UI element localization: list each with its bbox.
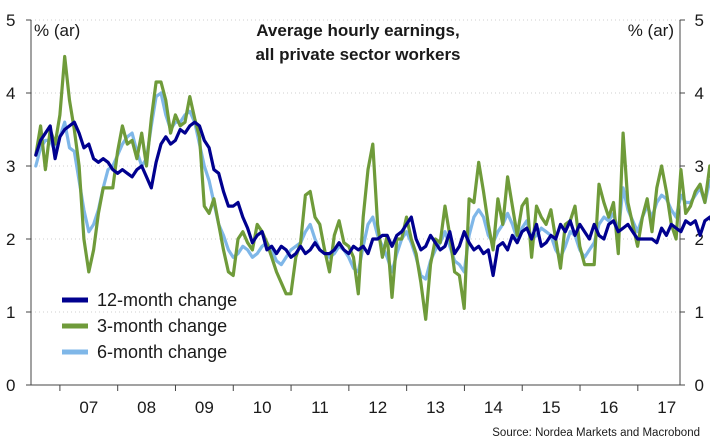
x-tick-label-08: 08	[137, 398, 156, 417]
series-line-12-month-change	[34, 120, 710, 278]
y-tick-label-left-1: 1	[6, 303, 15, 322]
y-tick-label-left-0: 0	[6, 376, 15, 395]
right-axis-unit-label: % (ar)	[628, 21, 674, 40]
legend: 12-month change 3-month change 6-month c…	[62, 290, 237, 362]
y-tick-label-right-1: 1	[695, 303, 704, 322]
chart-title-line-1: Average hourly earnings,	[256, 21, 459, 40]
x-tick-label-16: 16	[599, 398, 618, 417]
y-tick-label-left-2: 2	[6, 230, 15, 249]
legend-label-3-month: 3-month change	[97, 316, 227, 336]
y-tick-label-right-3: 3	[695, 157, 704, 176]
x-tick-label-12: 12	[368, 398, 387, 417]
x-tick-label-13: 13	[426, 398, 445, 417]
x-tick-label-14: 14	[484, 398, 503, 417]
y-tick-label-right-5: 5	[695, 11, 704, 30]
y-tick-label-right-4: 4	[695, 84, 704, 103]
x-tick-label-10: 10	[253, 398, 272, 417]
series-line-6-month-change	[34, 91, 710, 281]
legend-label-12-month: 12-month change	[97, 290, 237, 310]
x-tick-label-09: 09	[195, 398, 214, 417]
legend-label-6-month: 6-month change	[97, 342, 227, 362]
left-axis-unit-label: % (ar)	[34, 21, 80, 40]
x-tick-label-15: 15	[542, 398, 561, 417]
y-tick-label-right-2: 2	[695, 230, 704, 249]
series-lines	[34, 54, 710, 321]
y-tick-label-left-3: 3	[6, 157, 15, 176]
chart-title-line-2: all private sector workers	[255, 45, 460, 64]
x-tick-label-07: 07	[79, 398, 98, 417]
x-tick-label-17: 17	[657, 398, 676, 417]
x-tick-label-11: 11	[311, 398, 329, 417]
y-tick-label-right-0: 0	[695, 376, 704, 395]
y-tick-label-left-5: 5	[6, 11, 15, 30]
source-note: Source: Nordea Markets and Macrobond	[492, 427, 700, 439]
axes: 0 01 12 23 34 45 507 08 09 10 11 12 13 14 15 16 17	[6, 11, 704, 417]
y-tick-label-left-4: 4	[6, 84, 15, 103]
series-line-3-month-change	[34, 54, 710, 321]
